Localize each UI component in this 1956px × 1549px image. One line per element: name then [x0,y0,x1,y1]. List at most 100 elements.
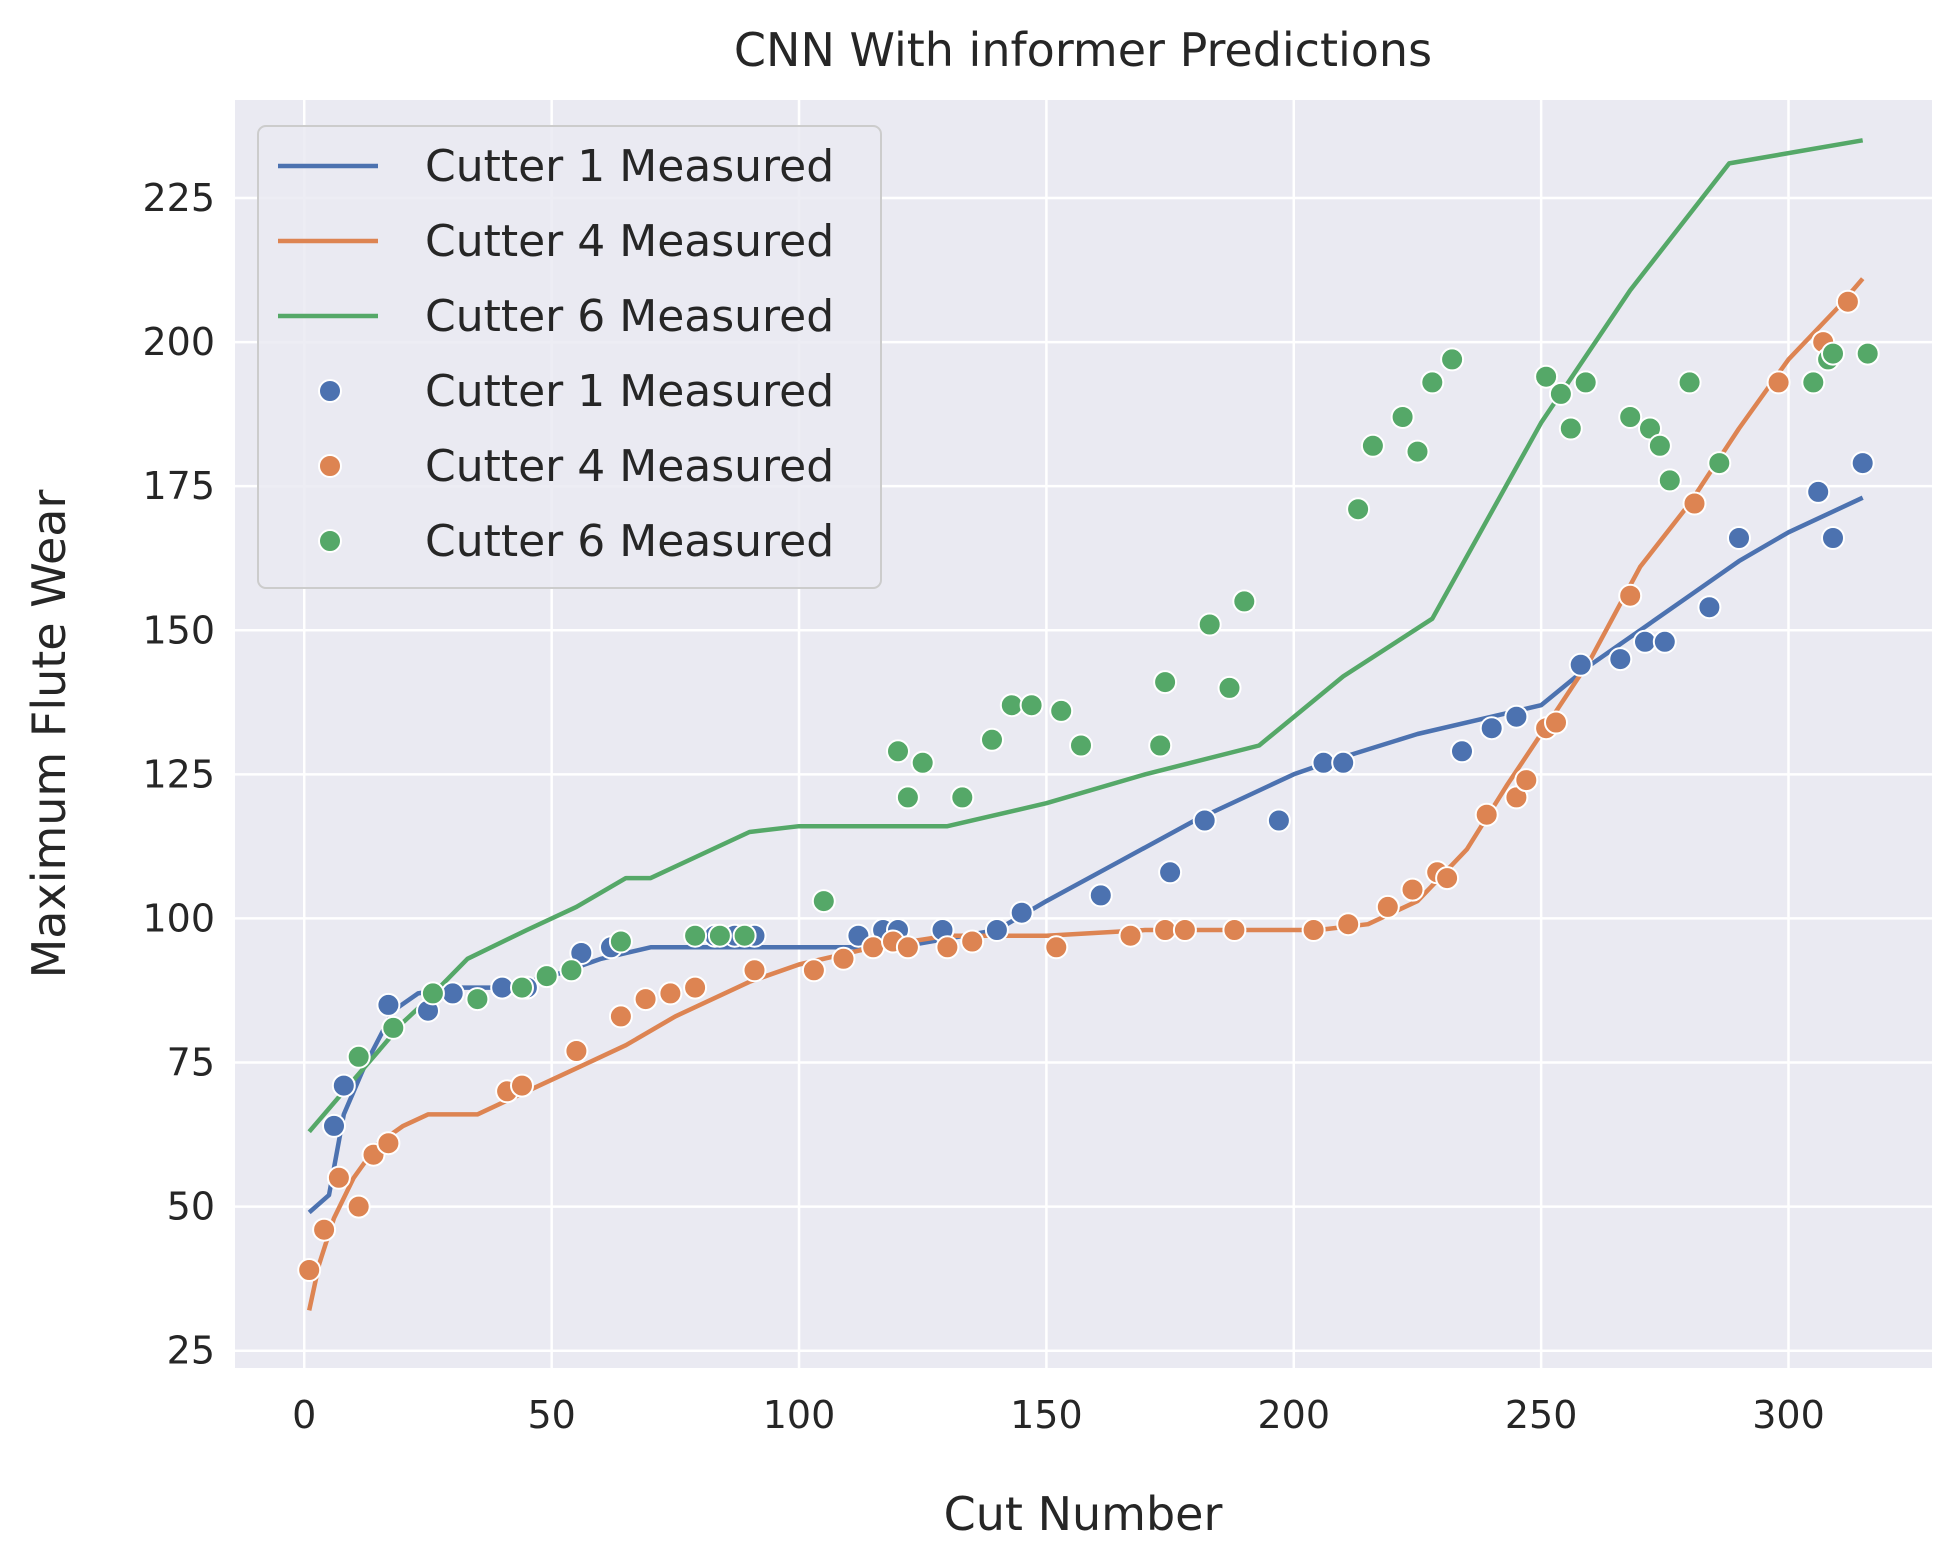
legend-box [257,125,882,589]
scatter-point-3 [1707,451,1732,476]
scatter-point-3 [1232,589,1257,614]
scatter-point-2 [1514,768,1539,793]
scatter-point-1 [322,1113,346,1138]
y-tick-label: 75 [167,1041,215,1085]
scatter-point-1 [1504,704,1529,729]
scatter-point-3 [1558,416,1583,441]
scatter-point-3 [999,693,1024,718]
y-tick-labels: 25 50 75 100 125 150 175 200 225 [142,176,215,1373]
scatter-point-3 [1019,693,1044,718]
scatter-point-2 [1766,370,1791,395]
scatter-point-3 [980,727,1004,752]
scatter-point-2 [1682,491,1707,516]
legend: Cutter 1 Measured Cutter 4 Measured Cutter… [257,125,882,589]
scatter-point-2 [1153,918,1178,942]
scatter-point-3 [732,923,757,948]
scatter-point-3 [1360,433,1385,458]
scatter-point-3 [1390,405,1415,429]
scatter-point-3 [1573,370,1598,395]
scatter-point-2 [801,958,826,983]
scatter-point-3 [1618,405,1643,429]
scatter-point-2 [861,935,886,960]
scatter-point-3 [608,929,633,954]
scatter-point-2 [935,935,960,960]
x-tick-label: 50 [527,1393,575,1437]
scatter-point-2 [1172,918,1197,942]
x-tick-label: 0 [292,1393,316,1437]
scatter-point-1 [1697,595,1722,620]
scatter-point-2 [608,1004,633,1029]
scatter-point-2 [742,958,767,983]
scatter-point-1 [1608,647,1633,672]
scatter-point-3 [1548,381,1573,406]
scatter-point-1 [1450,739,1474,764]
scatter-point-3 [1821,341,1845,366]
y-tick-label: 125 [142,752,215,796]
scatter-point-2 [376,1131,401,1156]
y-tick-label: 50 [167,1185,215,1229]
scatter-point-3 [1647,433,1672,458]
scatter-point-2 [1118,923,1143,948]
y-tick-label: 175 [142,464,215,508]
scatter-point-1 [1633,629,1657,654]
scatter-point-2 [297,1258,322,1282]
scatter-point-1 [1158,860,1183,885]
scatter-point-3 [1346,497,1371,522]
scatter-point-3 [910,750,935,775]
scatter-point-2 [1835,289,1860,314]
legend-label: Cutter 4 Measured [425,441,834,492]
y-tick-label: 150 [142,608,215,652]
scatter-point-2 [960,929,985,954]
scatter-point-2 [510,1073,534,1098]
x-tick-label: 100 [763,1393,836,1437]
legend-label: Cutter 6 Measured [425,291,834,342]
scatter-point-3 [420,981,445,1006]
legend-label: Cutter 6 Measured [425,516,834,567]
scatter-point-2 [658,981,683,1006]
scatter-point-2 [1544,710,1568,735]
scatter-point-1 [376,992,401,1017]
y-tick-label: 200 [142,320,215,364]
scatter-point-2 [1474,802,1499,827]
scatter-point-1 [984,918,1009,942]
scatter-point-2 [564,1039,589,1063]
scatter-point-1 [1009,900,1034,925]
scatter-point-1 [1192,808,1217,833]
scatter-point-1 [1821,526,1845,550]
scatter-point-3 [559,958,584,983]
scatter-point-3 [1657,468,1682,493]
scatter-point-1 [1850,451,1875,476]
x-tick-label: 200 [1258,1393,1331,1437]
scatter-point-2 [1044,935,1069,960]
legend-label: Cutter 4 Measured [425,216,834,267]
scatter-point-3 [1420,370,1445,395]
scatter-point-3 [1069,733,1093,758]
scatter-point-3 [1217,675,1242,700]
chart-title: CNN With informer Predictions [734,23,1432,77]
scatter-point-1 [1568,652,1593,677]
scatter-point-2 [1618,583,1643,608]
legend-dot-marker [318,379,342,403]
scatter-point-1 [1652,629,1677,654]
scatter-point-2 [895,935,920,960]
scatter-point-2 [326,1165,351,1190]
scatter-point-1 [1088,883,1113,908]
scatter-point-1 [1479,716,1504,741]
legend-dot-marker [318,529,342,553]
scatter-point-3 [950,785,975,810]
scatter-point-1 [1266,808,1291,833]
x-axis-label: Cut Number [944,1487,1223,1541]
x-tick-label: 300 [1752,1393,1825,1437]
scatter-point-1 [331,1073,356,1098]
scatter-point-2 [346,1194,371,1219]
scatter-point-2 [1301,918,1326,942]
scatter-point-3 [886,739,910,764]
y-tick-label: 25 [167,1329,215,1373]
scatter-point-1 [490,975,515,1000]
scatter-point-2 [1400,877,1425,902]
scatter-point-3 [465,987,490,1012]
legend-dot-marker [318,454,342,478]
scatter-point-2 [312,1217,337,1242]
legend-label: Cutter 1 Measured [425,141,834,192]
